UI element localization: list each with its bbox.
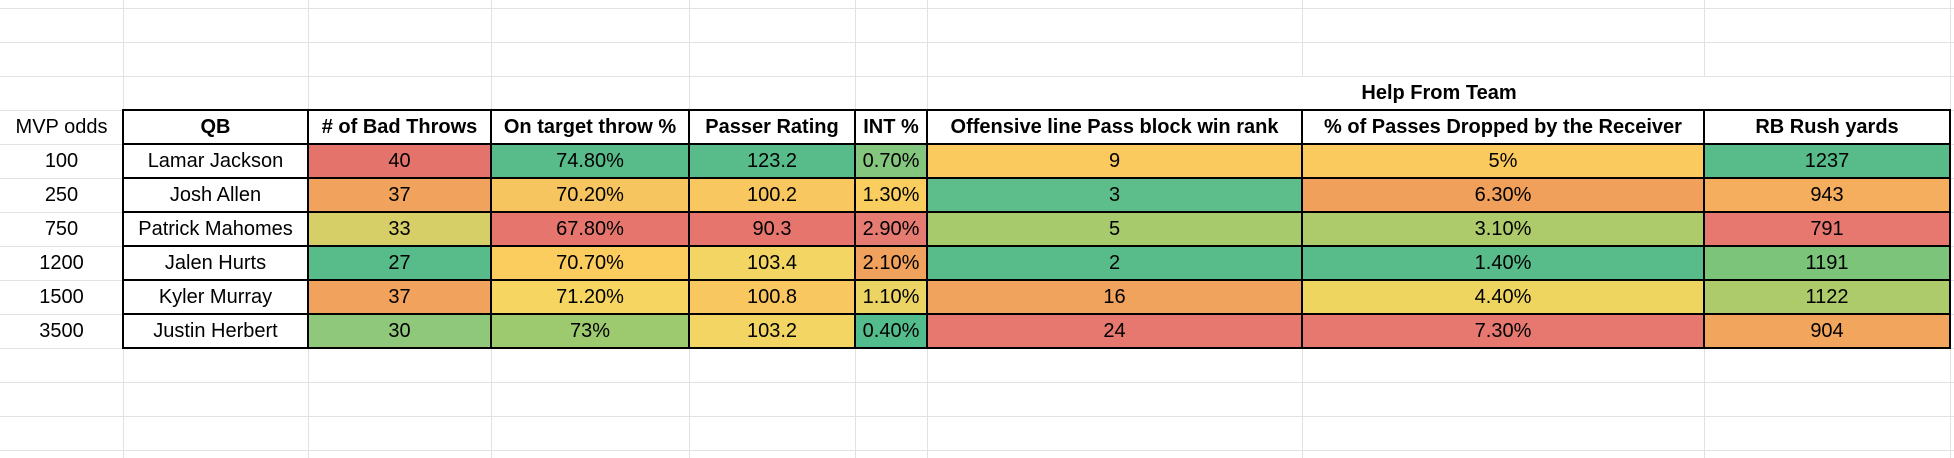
cell-drop-pct[interactable]: 5%	[1302, 144, 1704, 178]
cell-int-pct[interactable]: 2.10%	[855, 246, 927, 280]
cell-bad-throws[interactable]: 33	[308, 212, 491, 246]
cell-rb-rush[interactable]: 1237	[1704, 144, 1950, 178]
cell-qb[interactable]: Jalen Hurts	[123, 246, 308, 280]
cell-bad-throws[interactable]: 30	[308, 314, 491, 348]
mvp-odds-cell[interactable]: 250	[44, 184, 79, 206]
mvp-odds-column: MVP odds 100 250 750 1200 1500 3500	[0, 110, 123, 348]
cell-on-target[interactable]: 71.20%	[491, 280, 689, 314]
cell-on-target[interactable]: 70.70%	[491, 246, 689, 280]
cell-on-target[interactable]: 73%	[491, 314, 689, 348]
gridline	[0, 8, 1954, 9]
cell-qb[interactable]: Patrick Mahomes	[123, 212, 308, 246]
cell-drop-pct[interactable]: 3.10%	[1302, 212, 1704, 246]
cell-int-pct[interactable]: 0.70%	[855, 144, 927, 178]
cell-oline-rank[interactable]: 9	[927, 144, 1302, 178]
cell-bad-throws[interactable]: 40	[308, 144, 491, 178]
cell-qb[interactable]: Josh Allen	[123, 178, 308, 212]
help-from-team-merged-cell[interactable]: Help From Team	[928, 77, 1950, 110]
cell-passer-rating[interactable]: 90.3	[689, 212, 855, 246]
cell-bad-throws[interactable]: 27	[308, 246, 491, 280]
mvp-odds-cell[interactable]: 1200	[39, 252, 84, 274]
header-rb-rush[interactable]: RB Rush yards	[1704, 110, 1950, 144]
cell-drop-pct[interactable]: 4.40%	[1302, 280, 1704, 314]
header-qb[interactable]: QB	[123, 110, 308, 144]
header-passer-rating[interactable]: Passer Rating	[689, 110, 855, 144]
cell-on-target[interactable]: 74.80%	[491, 144, 689, 178]
cell-qb[interactable]: Justin Herbert	[123, 314, 308, 348]
header-bad-throws[interactable]: # of Bad Throws	[308, 110, 491, 144]
header-on-target[interactable]: On target throw %	[491, 110, 689, 144]
cell-oline-rank[interactable]: 16	[927, 280, 1302, 314]
cell-oline-rank[interactable]: 3	[927, 178, 1302, 212]
cell-passer-rating[interactable]: 100.8	[689, 280, 855, 314]
cell-passer-rating[interactable]: 123.2	[689, 144, 855, 178]
cell-oline-rank[interactable]: 24	[927, 314, 1302, 348]
gridline	[0, 450, 1954, 451]
mvp-odds-header-cell[interactable]: MVP odds	[15, 116, 108, 138]
gridline	[0, 416, 1954, 417]
mvp-odds-cell[interactable]: 3500	[39, 320, 84, 342]
cell-rb-rush[interactable]: 1122	[1704, 280, 1950, 314]
cell-drop-pct[interactable]: 1.40%	[1302, 246, 1704, 280]
mvp-odds-cell[interactable]: 1500	[39, 286, 84, 308]
cell-bad-throws[interactable]: 37	[308, 280, 491, 314]
gridline	[0, 42, 1954, 43]
mvp-odds-cell[interactable]: 750	[44, 218, 79, 240]
cell-bad-throws[interactable]: 37	[308, 178, 491, 212]
cell-oline-rank[interactable]: 2	[927, 246, 1302, 280]
cell-oline-rank[interactable]: 5	[927, 212, 1302, 246]
cell-on-target[interactable]: 70.20%	[491, 178, 689, 212]
header-int-pct[interactable]: INT %	[855, 110, 927, 144]
cell-passer-rating[interactable]: 103.2	[689, 314, 855, 348]
cell-drop-pct[interactable]: 7.30%	[1302, 314, 1704, 348]
cell-rb-rush[interactable]: 943	[1704, 178, 1950, 212]
cell-int-pct[interactable]: 2.90%	[855, 212, 927, 246]
cell-rb-rush[interactable]: 791	[1704, 212, 1950, 246]
cell-drop-pct[interactable]: 6.30%	[1302, 178, 1704, 212]
cell-int-pct[interactable]: 1.10%	[855, 280, 927, 314]
header-oline-rank[interactable]: Offensive line Pass block win rank	[927, 110, 1302, 144]
mvp-odds-cell[interactable]: 100	[44, 150, 79, 172]
cell-passer-rating[interactable]: 100.2	[689, 178, 855, 212]
cell-passer-rating[interactable]: 103.4	[689, 246, 855, 280]
qb-stats-table: QB # of Bad Throws On target throw % Pas…	[122, 109, 1951, 349]
cell-rb-rush[interactable]: 904	[1704, 314, 1950, 348]
header-drop-pct[interactable]: % of Passes Dropped by the Receiver	[1302, 110, 1704, 144]
cell-int-pct[interactable]: 0.40%	[855, 314, 927, 348]
gridline	[0, 382, 1954, 383]
cell-qb[interactable]: Kyler Murray	[123, 280, 308, 314]
gridline	[0, 76, 1954, 77]
cell-rb-rush[interactable]: 1191	[1704, 246, 1950, 280]
cell-int-pct[interactable]: 1.30%	[855, 178, 927, 212]
cell-qb[interactable]: Lamar Jackson	[123, 144, 308, 178]
cell-on-target[interactable]: 67.80%	[491, 212, 689, 246]
